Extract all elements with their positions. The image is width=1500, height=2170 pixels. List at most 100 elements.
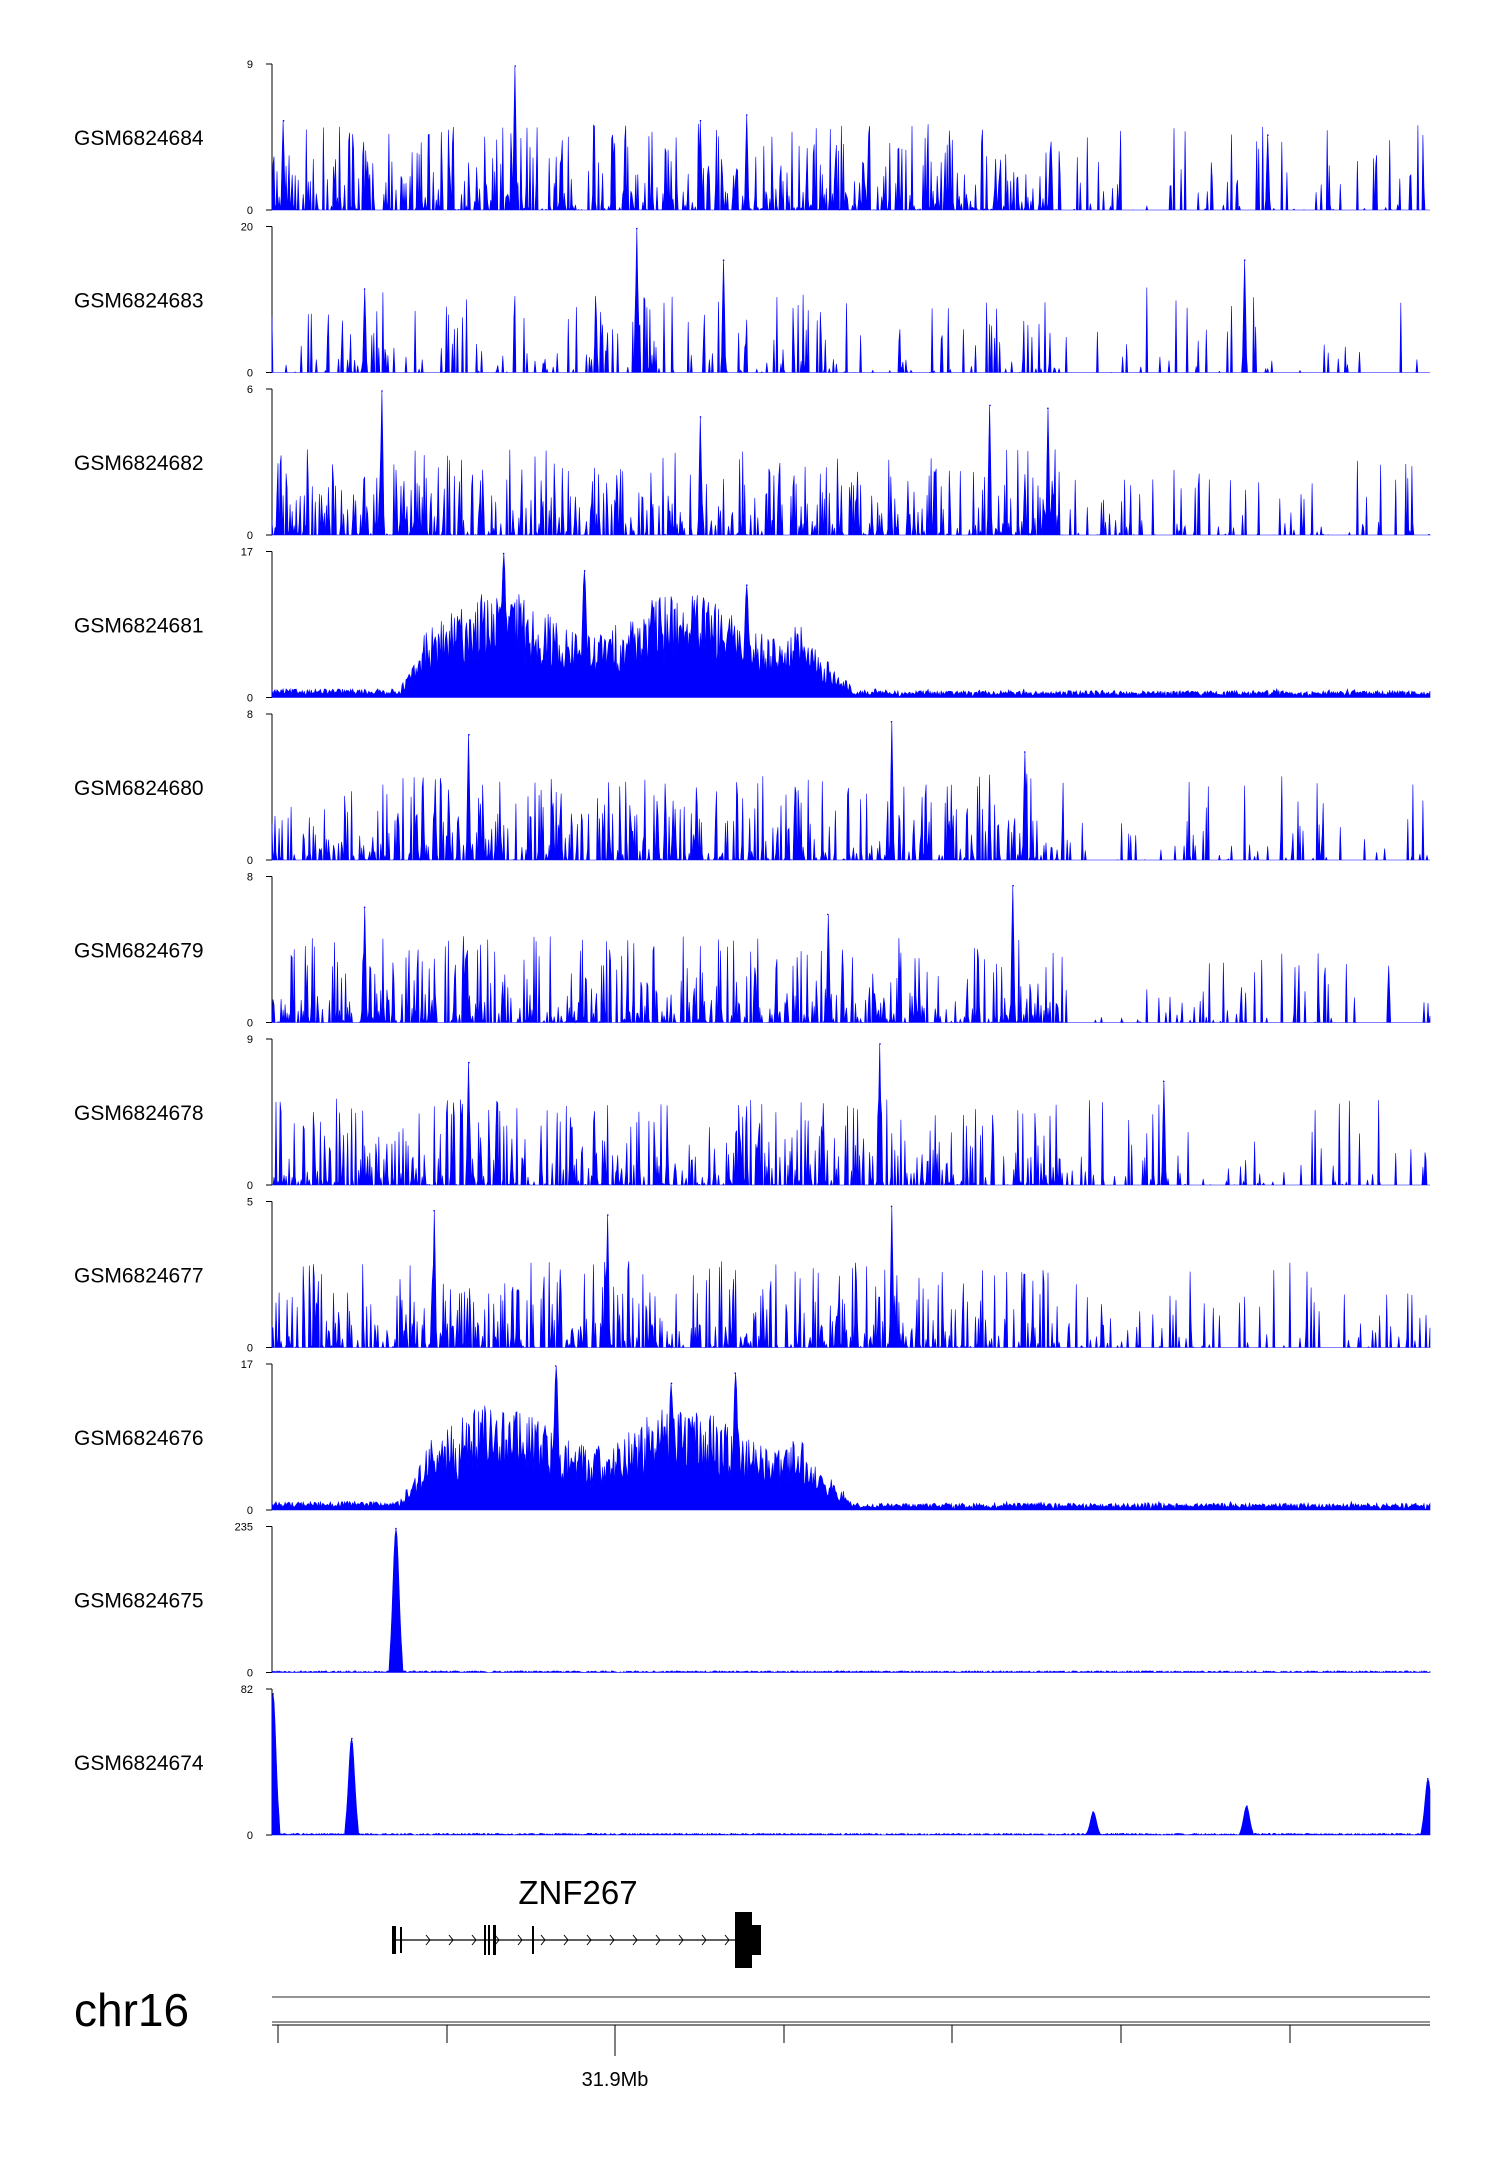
signal-peak-1: [433, 1209, 435, 1212]
signal-area: [271, 1365, 1431, 1511]
signal-area: [271, 1693, 1431, 1836]
track-y-min-label: 0: [247, 855, 253, 867]
track-y-min-label: 0: [247, 205, 253, 217]
signal-peak-1: [989, 404, 991, 407]
gene-exon: [493, 1925, 496, 1955]
track-label: GSM6824675: [74, 1590, 204, 1613]
track-GSM6824679: 8 0 GSM6824679: [74, 872, 1431, 1030]
track-y-max-label: 235: [235, 1522, 253, 1534]
strand-arrow-icon: [724, 1934, 730, 1946]
track-label: GSM6824679: [74, 940, 204, 963]
track-y-max-label: 8: [247, 709, 253, 721]
signal-peak-0: [381, 390, 383, 392]
track-GSM6824682: 6 0 GSM6824682: [74, 384, 1431, 542]
track-y-min-label: 0: [247, 368, 253, 380]
gene-exon: [400, 1927, 402, 1953]
signal-area: [271, 553, 1431, 699]
track-y-min-label: 0: [247, 1343, 253, 1355]
signal-peak-0: [554, 1365, 557, 1367]
track-GSM6824680: 8 0 GSM6824680: [74, 709, 1430, 867]
signal-peak-1: [468, 733, 470, 736]
strand-arrow-icon: [563, 1934, 569, 1946]
track-label: GSM6824676: [74, 1427, 204, 1450]
chromosome-axis-track: chr16 31.9Mb: [74, 1984, 1430, 2091]
signal-peak-1: [468, 1061, 470, 1064]
track-y-max-label: 6: [247, 384, 253, 396]
track-label: GSM6824678: [74, 1102, 204, 1125]
gene-exon: [392, 1926, 396, 1954]
signal-peak-0: [890, 721, 893, 723]
signal-peak-0: [879, 1043, 881, 1045]
signal-area: [271, 1206, 1431, 1349]
strand-arrow-icon: [425, 1934, 431, 1946]
signal-peak-1: [282, 119, 285, 122]
signal-peak-1: [734, 1372, 736, 1374]
signal-peak-2: [1047, 407, 1049, 410]
signal-peak-3: [1246, 1805, 1248, 1807]
strand-arrow-icon: [586, 1934, 592, 1946]
track-y-max-label: 9: [247, 59, 253, 71]
strand-arrow-icon: [448, 1934, 454, 1946]
signal-peak-2: [746, 114, 748, 116]
signal-peak-3: [699, 416, 702, 418]
gene-exon: [532, 1926, 534, 1954]
track-y-min-label: 0: [247, 1018, 253, 1030]
track-GSM6824684: 9 0 GSM6824684: [74, 59, 1430, 217]
gene-exon: [488, 1925, 490, 1955]
signal-peak-3: [699, 119, 702, 122]
track-y-max-label: 20: [241, 222, 253, 234]
strand-arrow-icon: [517, 1934, 523, 1946]
strand-arrow-icon: [609, 1934, 615, 1946]
signal-peak-0: [890, 1205, 893, 1208]
strand-arrow-icon: [540, 1934, 546, 1946]
gene-exon-end: [752, 1925, 761, 1955]
track-GSM6824683: 20 0 GSM6824683: [74, 222, 1430, 380]
track-label: GSM6824681: [74, 615, 204, 638]
signal-peak-1: [1243, 259, 1246, 262]
track-GSM6824681: 17 0 GSM6824681: [74, 547, 1431, 705]
gene-exon-utr: [735, 1912, 752, 1968]
track-label: GSM6824684: [74, 127, 204, 150]
gene-name-label: ZNF267: [518, 1874, 637, 1911]
signal-area: [272, 1043, 1430, 1187]
signal-area: [271, 228, 1430, 374]
strand-arrow-icon: [701, 1934, 707, 1946]
chromosome-label: chr16: [74, 1984, 189, 2036]
gene-exon: [484, 1925, 486, 1955]
signal-area: [271, 390, 1431, 537]
strand-arrow-icon: [655, 1934, 661, 1946]
signal-peak-4: [1267, 134, 1269, 136]
strand-arrow-icon: [632, 1934, 638, 1946]
track-y-min-label: 0: [247, 530, 253, 542]
track-label: GSM6824683: [74, 290, 204, 313]
track-y-max-label: 17: [241, 1359, 253, 1371]
signal-peak-2: [1023, 751, 1026, 753]
track-GSM6824675: 235 0 GSM6824675: [74, 1522, 1431, 1680]
signal-area: [271, 65, 1430, 212]
signal-peak-0: [395, 1527, 397, 1530]
track-y-max-label: 9: [247, 1034, 253, 1046]
track-label: GSM6824674: [74, 1752, 204, 1775]
signal-peak-2: [827, 913, 829, 916]
track-GSM6824676: 17 0 GSM6824676: [74, 1359, 1431, 1517]
signal-area: [271, 885, 1431, 1024]
strand-arrow-icon: [678, 1934, 684, 1946]
signal-area: [271, 721, 1430, 862]
track-y-max-label: 17: [241, 547, 253, 559]
track-GSM6824678: 9 0 GSM6824678: [74, 1034, 1430, 1192]
signal-peak-0: [514, 65, 516, 67]
strand-arrow-icon: [494, 1934, 500, 1946]
signal-peak-2: [746, 584, 748, 586]
signal-peak-0: [1012, 884, 1014, 887]
track-y-min-label: 0: [247, 1505, 253, 1517]
signal-peak-0: [272, 1693, 275, 1695]
signal-peak-1: [351, 1737, 353, 1740]
strand-arrow-icon: [471, 1934, 477, 1946]
track-y-min-label: 0: [247, 693, 253, 705]
track-GSM6824677: 5 0 GSM6824677: [74, 1197, 1431, 1355]
signal-peak-0: [636, 227, 638, 230]
signal-peak-2: [722, 259, 725, 262]
track-y-max-label: 8: [247, 872, 253, 884]
track-label: GSM6824677: [74, 1265, 204, 1288]
